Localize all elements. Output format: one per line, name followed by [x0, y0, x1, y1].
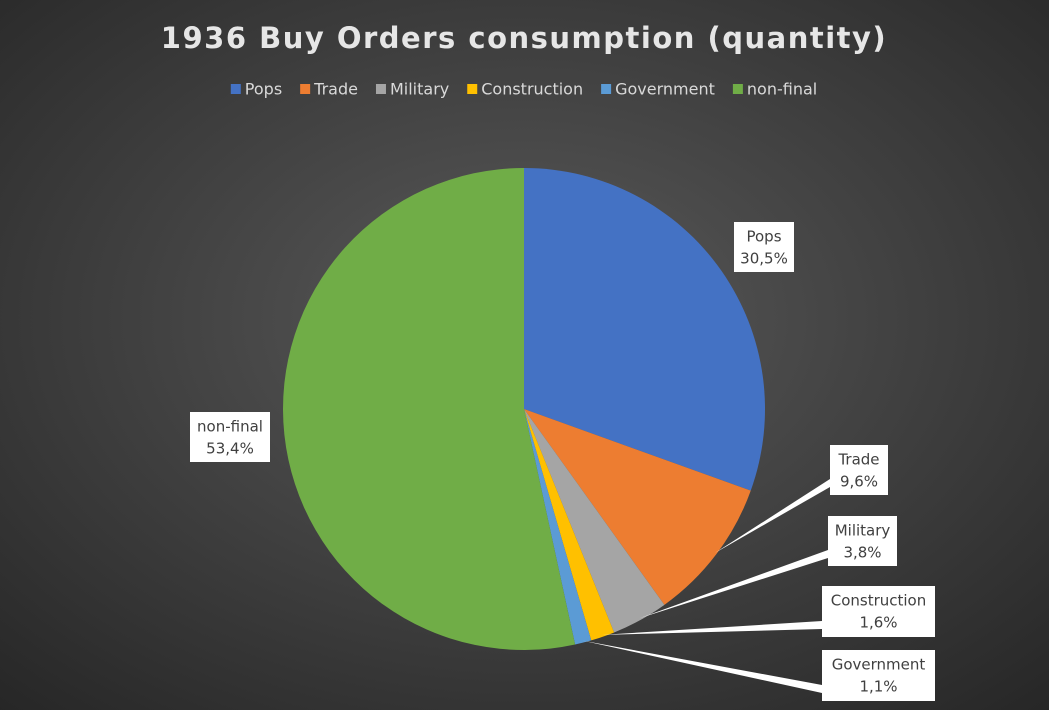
data-label-value: 1,1%	[859, 678, 897, 696]
legend-label: Construction	[481, 80, 583, 99]
data-label-name: non-final	[197, 418, 263, 436]
legend-swatch	[300, 84, 311, 94]
legend-swatch	[467, 84, 478, 94]
data-label-value: 9,6%	[840, 473, 878, 491]
data-label-box	[190, 412, 270, 462]
chart-title: 1936 Buy Orders consumption (quantity)	[161, 21, 887, 55]
data-label-name: Trade	[837, 451, 879, 469]
leader-line	[714, 479, 830, 554]
legend-label: Pops	[245, 80, 282, 99]
pie-slice	[524, 409, 592, 645]
data-label-box	[734, 222, 794, 272]
leader-line	[602, 621, 822, 635]
legend-label: Trade	[313, 80, 358, 99]
legend-label: Military	[390, 80, 449, 99]
data-label-name: Government	[832, 656, 926, 674]
data-label-value: 3,8%	[843, 544, 881, 562]
pie-slice	[283, 168, 576, 650]
data-label-value: 30,5%	[740, 250, 788, 268]
data-label-box	[830, 445, 888, 495]
pie-slice	[524, 168, 765, 491]
data-label-name: Military	[835, 522, 891, 540]
data-label-name: Pops	[746, 228, 781, 246]
legend-label: Government	[615, 80, 715, 99]
legend-label: non-final	[747, 80, 817, 99]
pie-slice	[524, 409, 751, 605]
leader-line	[582, 640, 822, 693]
data-label-value: 53,4%	[206, 440, 254, 458]
legend-swatch	[601, 84, 612, 94]
leader-line	[639, 550, 828, 619]
legend-swatch	[230, 84, 241, 94]
pie-slice	[524, 409, 665, 633]
data-label-box	[822, 586, 935, 637]
data-label-value: 1,6%	[859, 614, 897, 632]
data-label-name: Construction	[831, 592, 927, 610]
legend: Pops Trade Military Construction Government n…	[230, 80, 817, 99]
legend-swatch	[375, 84, 386, 94]
data-label-box	[822, 650, 935, 701]
data-label-box	[828, 516, 897, 566]
pie-slice	[524, 409, 615, 641]
legend-swatch	[732, 84, 743, 94]
